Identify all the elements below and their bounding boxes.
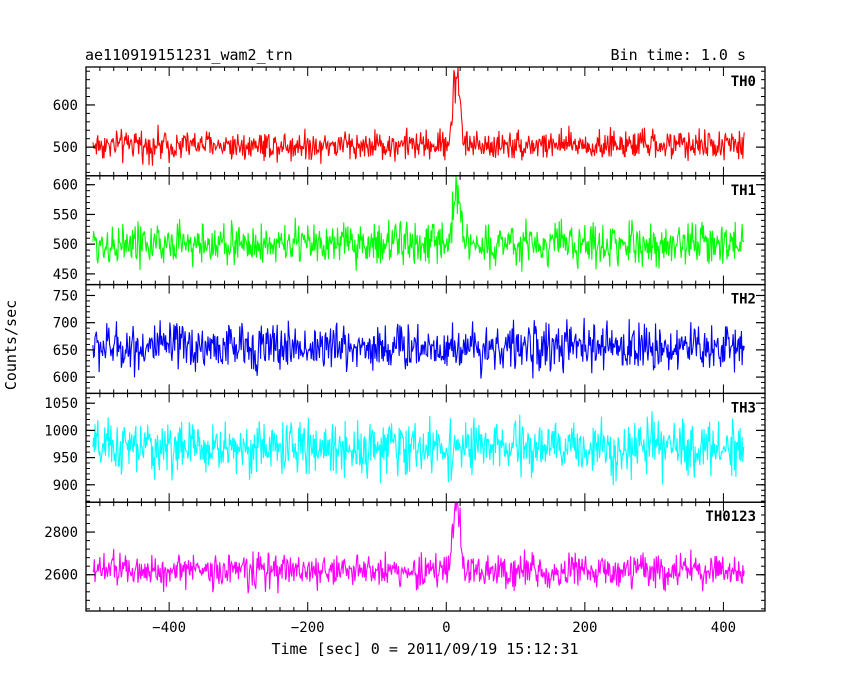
series-line-th0 xyxy=(92,67,745,166)
x-tick-label: −400 xyxy=(152,620,186,636)
panel-th1: 450 500 550 600 TH1 xyxy=(53,175,766,286)
x-tick-label: −200 xyxy=(291,620,325,636)
panel-th0123: 2600 2800 TH0123 xyxy=(44,501,766,612)
y-tick-label: 700 xyxy=(53,316,78,332)
y-tick-label: 500 xyxy=(53,237,78,253)
series-line-th2 xyxy=(92,317,745,379)
panel-th0: 500 600 TH0 xyxy=(53,66,766,177)
y-tick-label: 1050 xyxy=(44,396,78,412)
x-tick-label: 400 xyxy=(711,620,736,636)
panel-frame xyxy=(85,66,766,177)
panel-frame xyxy=(85,175,766,286)
panel-label: TH1 xyxy=(731,183,756,199)
series-line-th0123 xyxy=(92,502,745,594)
y-tick-label: 600 xyxy=(53,178,78,194)
y-tick-label: 500 xyxy=(53,140,78,156)
panel-th2: 600 650 700 750 TH2 xyxy=(53,283,766,395)
series-line-th3 xyxy=(92,411,745,486)
y-tick-label: 900 xyxy=(53,478,78,494)
x-tick-label: 0 xyxy=(442,620,450,636)
y-tick-label: 600 xyxy=(53,370,78,386)
panel-label: TH3 xyxy=(731,400,756,416)
y-tick-label: 2600 xyxy=(44,568,78,584)
y-tick-label: 750 xyxy=(53,288,78,304)
y-tick-label: 550 xyxy=(53,207,78,223)
x-axis: −400 −200 0 200 400 xyxy=(152,620,736,636)
panel-label: TH0 xyxy=(731,74,756,90)
y-tick-label: 2800 xyxy=(44,525,78,541)
x-axis-label: Time [sec] 0 = 2011/09/19 15:12:31 xyxy=(271,640,578,658)
x-tick-label: 200 xyxy=(572,620,597,636)
y-axis-label: Counts/sec xyxy=(2,300,20,390)
panel-label: TH2 xyxy=(731,292,756,308)
y-tick-label: 600 xyxy=(53,98,78,114)
y-tick-label: 950 xyxy=(53,451,78,467)
chart-title-left: ae110919151231_wam2_trn xyxy=(85,46,293,64)
panel-th3: 900 950 1000 1050 TH3 xyxy=(44,392,766,503)
y-tick-label: 650 xyxy=(53,343,78,359)
y-tick-label: 450 xyxy=(53,267,78,283)
panels-group: 500 600 TH0 450 500 550 600 TH1 600 650 700 750 TH2 9… xyxy=(44,66,766,612)
panel-frame xyxy=(85,283,766,395)
y-tick-label: 1000 xyxy=(44,423,78,439)
panel-frame xyxy=(85,501,766,612)
panel-label: TH0123 xyxy=(705,509,756,525)
chart-title-right: Bin time: 1.0 s xyxy=(611,46,746,64)
series-line-th1 xyxy=(92,175,745,272)
